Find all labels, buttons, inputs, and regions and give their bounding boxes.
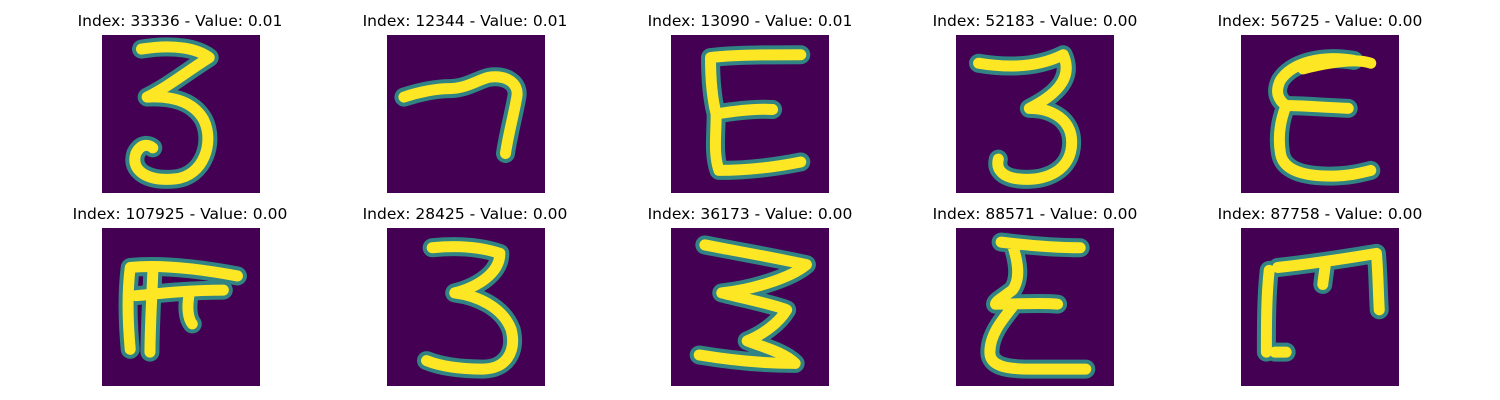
digit-image	[956, 35, 1114, 193]
digit-image	[102, 35, 260, 193]
digit-image	[1241, 35, 1399, 193]
panel-title: Index: 33336 - Value: 0.01	[77, 12, 283, 30]
panel-title: Index: 28425 - Value: 0.00	[362, 205, 568, 223]
digit-image	[102, 228, 260, 386]
panel-title: Index: 12344 - Value: 0.01	[362, 12, 568, 30]
digit-image	[671, 228, 829, 386]
panel-title: Index: 52183 - Value: 0.00	[932, 12, 1138, 30]
digit-image	[956, 228, 1114, 386]
digit-image	[1241, 228, 1399, 386]
panel-title: Index: 13090 - Value: 0.01	[647, 12, 853, 30]
digit-image	[387, 35, 545, 193]
panel-title: Index: 88571 - Value: 0.00	[932, 205, 1138, 223]
panel-title: Index: 36173 - Value: 0.00	[647, 205, 853, 223]
panel-title: Index: 107925 - Value: 0.00	[72, 205, 288, 223]
panel-title: Index: 56725 - Value: 0.00	[1217, 12, 1423, 30]
digit-image	[671, 35, 829, 193]
digit-image	[387, 228, 545, 386]
panel-title: Index: 87758 - Value: 0.00	[1217, 205, 1423, 223]
